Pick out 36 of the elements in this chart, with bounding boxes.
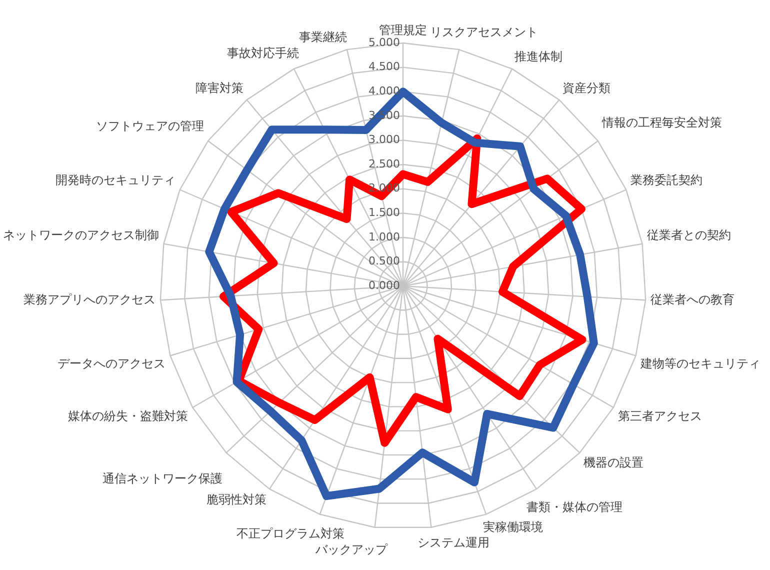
spoke-label: 事業継続	[299, 30, 348, 44]
spoke-label: 書類・媒体の管理	[526, 500, 622, 514]
spoke-label: 第三者アクセス	[618, 409, 702, 424]
spoke-label: 従業者への教育	[650, 292, 735, 307]
spoke-label: 開発時のセキュリティ	[55, 172, 176, 187]
y-tick-label: 0.000	[368, 278, 400, 292]
spoke-label: システム運用	[417, 535, 490, 550]
y-tick-label: 0.500	[368, 254, 400, 268]
spoke-label: 業務委託契約	[630, 172, 703, 187]
y-tick-label: 1.500	[368, 206, 400, 219]
spoke-label: 事故対応手続	[226, 46, 299, 60]
spoke-label: データへのアクセス	[57, 356, 166, 370]
spoke-label: リスクアセスメント	[430, 24, 538, 39]
spoke-label: 業務アプリへのアクセス	[23, 292, 156, 307]
spoke-label: 媒体の紛失・盗難対策	[68, 409, 188, 424]
y-tick-label: 4.000	[368, 84, 400, 98]
spoke-label: バックアップ	[314, 542, 389, 556]
spoke-label: 資産分類	[562, 81, 610, 96]
spoke-label: 建物等のセキュリティ	[640, 356, 761, 370]
y-tick-label: 5.000	[368, 36, 400, 49]
spoke-label: ソフトウェアの管理	[96, 119, 204, 134]
spoke-label: 推進体制	[514, 50, 562, 64]
spoke-label: 障害対策	[196, 81, 244, 96]
spoke-label: 通信ネットワーク保護	[102, 472, 223, 486]
y-tick-label: 2.500	[368, 157, 400, 170]
y-tick-label: 3.000	[368, 133, 400, 146]
spoke-label: 実稼働環境	[483, 520, 544, 534]
spoke-label: 機器の設置	[583, 455, 644, 470]
spoke-label: 不正プログラム対策	[236, 526, 345, 541]
y-tick-label: 4.500	[368, 60, 400, 74]
spoke-label: 従業者との契約	[647, 228, 732, 242]
spoke-label: 情報の工程毎安全対策	[600, 115, 722, 130]
spoke-label: 脆弱性対策	[206, 492, 267, 506]
y-tick-label: 1.000	[368, 230, 400, 244]
spoke-label: ネットワークのアクセス制御	[2, 228, 159, 242]
spoke-label: 管理規定	[379, 23, 427, 38]
